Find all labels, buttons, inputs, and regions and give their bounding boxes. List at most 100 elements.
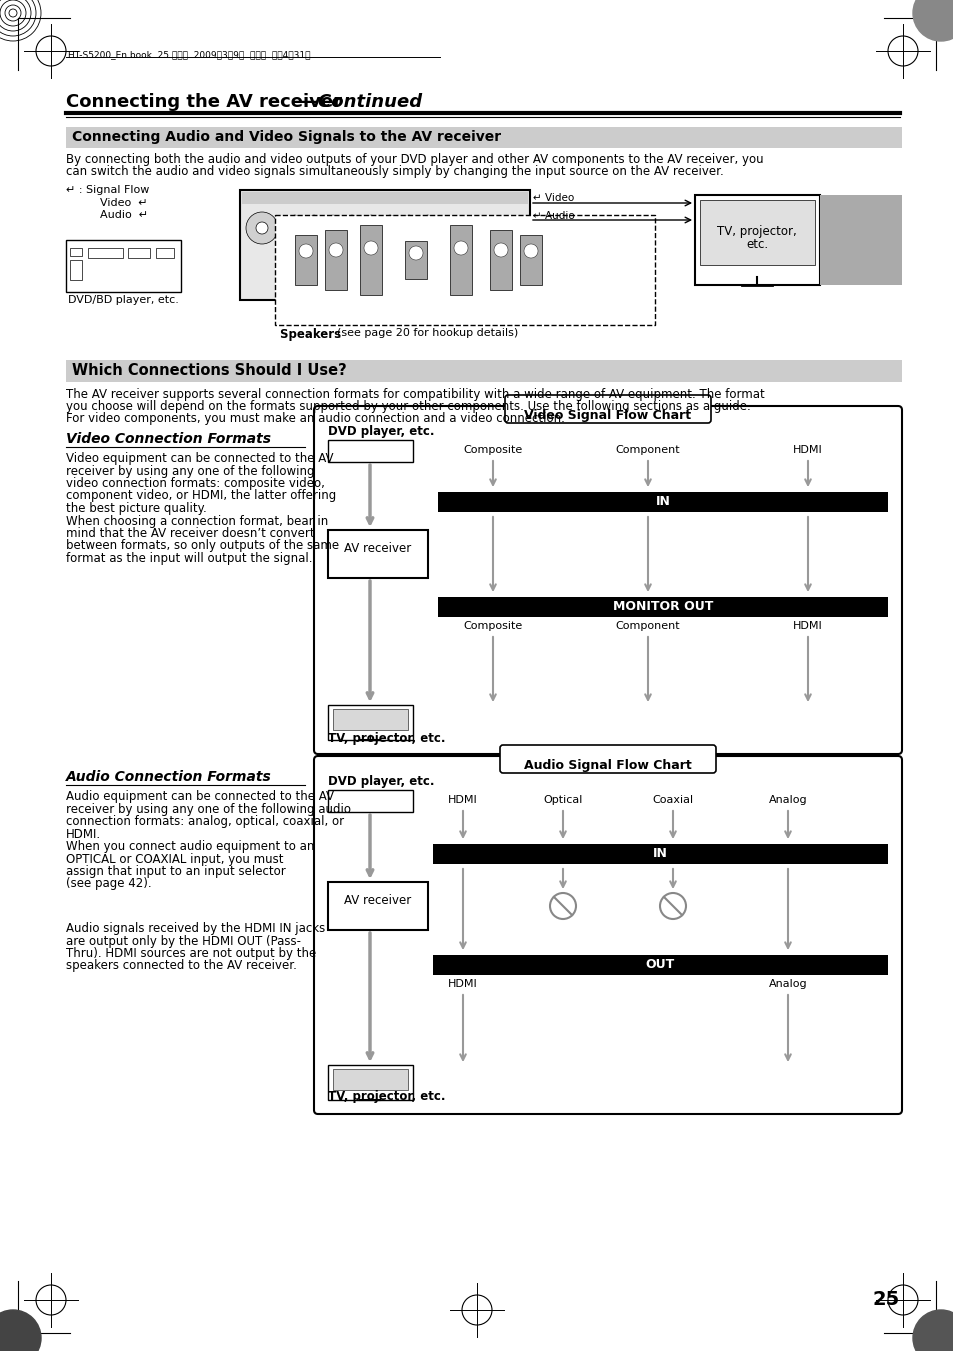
Text: By connecting both the audio and video outputs of your DVD player and other AV c: By connecting both the audio and video o… (66, 153, 762, 166)
Bar (156, 249, 173, 258)
Bar (66, 359, 901, 382)
Bar (66, 240, 181, 292)
Text: When choosing a connection format, bear in: When choosing a connection format, bear … (66, 515, 328, 527)
Bar (66, 127, 901, 149)
Bar (820, 195, 901, 285)
Text: Audio  ↵: Audio ↵ (100, 209, 148, 220)
Bar (455, 235, 484, 247)
Text: mind that the AV receiver doesn’t convert: mind that the AV receiver doesn’t conver… (66, 527, 314, 540)
Circle shape (550, 893, 576, 919)
Text: ↵ Video: ↵ Video (533, 193, 574, 203)
Text: DVD player, etc.: DVD player, etc. (328, 426, 434, 438)
Bar (325, 230, 347, 290)
FancyBboxPatch shape (314, 757, 901, 1115)
Text: the best picture quality.: the best picture quality. (66, 503, 207, 515)
Text: Which Connections Should I Use?: Which Connections Should I Use? (71, 363, 346, 378)
Text: Analog: Analog (768, 794, 806, 805)
Bar (333, 709, 408, 730)
Text: Component: Component (615, 444, 679, 455)
Text: The AV receiver supports several connection formats for compatibility with a wid: The AV receiver supports several connect… (66, 388, 764, 401)
Text: connection formats: analog, optical, coaxial, or: connection formats: analog, optical, coa… (66, 815, 344, 828)
Circle shape (329, 243, 343, 257)
Circle shape (488, 232, 512, 257)
Text: Composite: Composite (463, 621, 522, 631)
Text: DVD/BD player, etc.: DVD/BD player, etc. (68, 295, 178, 305)
FancyBboxPatch shape (314, 407, 901, 754)
Circle shape (290, 215, 299, 226)
Text: AV receiver: AV receiver (344, 543, 411, 555)
Text: are output only by the HDMI OUT (Pass-: are output only by the HDMI OUT (Pass- (66, 935, 301, 947)
Text: 25: 25 (872, 1290, 899, 1309)
Text: TV, projector, etc.: TV, projector, etc. (328, 732, 445, 744)
Bar (490, 230, 512, 290)
Text: Coaxial: Coaxial (652, 794, 693, 805)
Bar (695, 195, 820, 285)
Text: ↵ : Signal Flow: ↵ : Signal Flow (66, 185, 150, 195)
Text: HDMI: HDMI (448, 794, 477, 805)
Text: Connecting the AV receiver: Connecting the AV receiver (66, 93, 341, 111)
Text: For video components, you must make an audio connection and a video connection.: For video components, you must make an a… (66, 412, 564, 426)
Text: between formats, so only outputs of the same: between formats, so only outputs of the … (66, 539, 338, 553)
Circle shape (0, 1310, 41, 1351)
Text: Video  ↵: Video ↵ (100, 199, 148, 208)
Circle shape (385, 215, 395, 226)
Text: Component: Component (615, 621, 679, 631)
Circle shape (309, 215, 318, 226)
Circle shape (328, 215, 337, 226)
Bar (328, 440, 413, 462)
Text: Audio signals received by the HDMI IN jacks: Audio signals received by the HDMI IN ja… (66, 921, 325, 935)
Circle shape (255, 222, 268, 234)
Bar (328, 790, 413, 812)
Text: speakers connected to the AV receiver.: speakers connected to the AV receiver. (66, 959, 296, 973)
Circle shape (364, 240, 377, 255)
Bar (328, 530, 428, 578)
Bar (242, 192, 527, 204)
Text: HDMI.: HDMI. (66, 828, 101, 840)
Text: Analog: Analog (768, 979, 806, 989)
Text: component video, or HDMI, the latter offering: component video, or HDMI, the latter off… (66, 489, 335, 503)
Bar (128, 249, 150, 258)
Text: HDMI: HDMI (448, 979, 477, 989)
Bar (405, 240, 427, 280)
Bar (437, 492, 887, 512)
Circle shape (912, 1310, 953, 1351)
Bar (328, 882, 428, 929)
Text: AV receiver: AV receiver (344, 894, 411, 908)
Text: Composite: Composite (463, 444, 522, 455)
Text: Thru). HDMI sources are not output by the: Thru). HDMI sources are not output by th… (66, 947, 315, 961)
Text: Speakers: Speakers (280, 328, 345, 340)
Circle shape (422, 215, 433, 226)
Bar (519, 235, 541, 285)
Text: HT-S5200_En.book  25 ページ  2009年3月9日  月曜日  午後4時31分: HT-S5200_En.book 25 ページ 2009年3月9日 月曜日 午後… (68, 50, 310, 59)
Circle shape (403, 215, 414, 226)
Text: HDMI: HDMI (792, 444, 822, 455)
Circle shape (659, 893, 685, 919)
Text: DVD player, etc.: DVD player, etc. (328, 775, 434, 788)
Bar (700, 200, 814, 265)
Text: Audio Signal Flow Chart: Audio Signal Flow Chart (523, 759, 691, 771)
Bar (70, 249, 82, 255)
Text: OUT: OUT (644, 958, 674, 971)
Text: TV, projector,: TV, projector, (717, 226, 796, 239)
Text: (see page 42).: (see page 42). (66, 878, 152, 890)
Text: receiver by using any one of the following audio: receiver by using any one of the followi… (66, 802, 351, 816)
Text: Video Connection Formats: Video Connection Formats (66, 432, 271, 446)
Bar (328, 1065, 413, 1100)
Circle shape (298, 245, 313, 258)
Bar (274, 215, 655, 326)
Text: ↵ Audio: ↵ Audio (533, 211, 574, 222)
Circle shape (454, 240, 468, 255)
Text: format as the input will output the signal.: format as the input will output the sign… (66, 553, 313, 565)
Text: OPTICAL or COAXIAL input, you must: OPTICAL or COAXIAL input, you must (66, 852, 283, 866)
Text: IN: IN (652, 847, 667, 861)
Bar (290, 235, 410, 257)
Text: etc.: etc. (745, 239, 767, 251)
Text: IN: IN (655, 494, 670, 508)
Circle shape (912, 0, 953, 41)
Text: can switch the audio and video signals simultaneously simply by changing the inp: can switch the audio and video signals s… (66, 165, 723, 178)
Bar (359, 226, 381, 295)
Bar (88, 249, 123, 258)
Text: Connecting Audio and Video Signals to the AV receiver: Connecting Audio and Video Signals to th… (71, 130, 500, 145)
Text: assign that input to an input selector: assign that input to an input selector (66, 865, 286, 878)
Text: —Continued: —Continued (301, 93, 423, 111)
